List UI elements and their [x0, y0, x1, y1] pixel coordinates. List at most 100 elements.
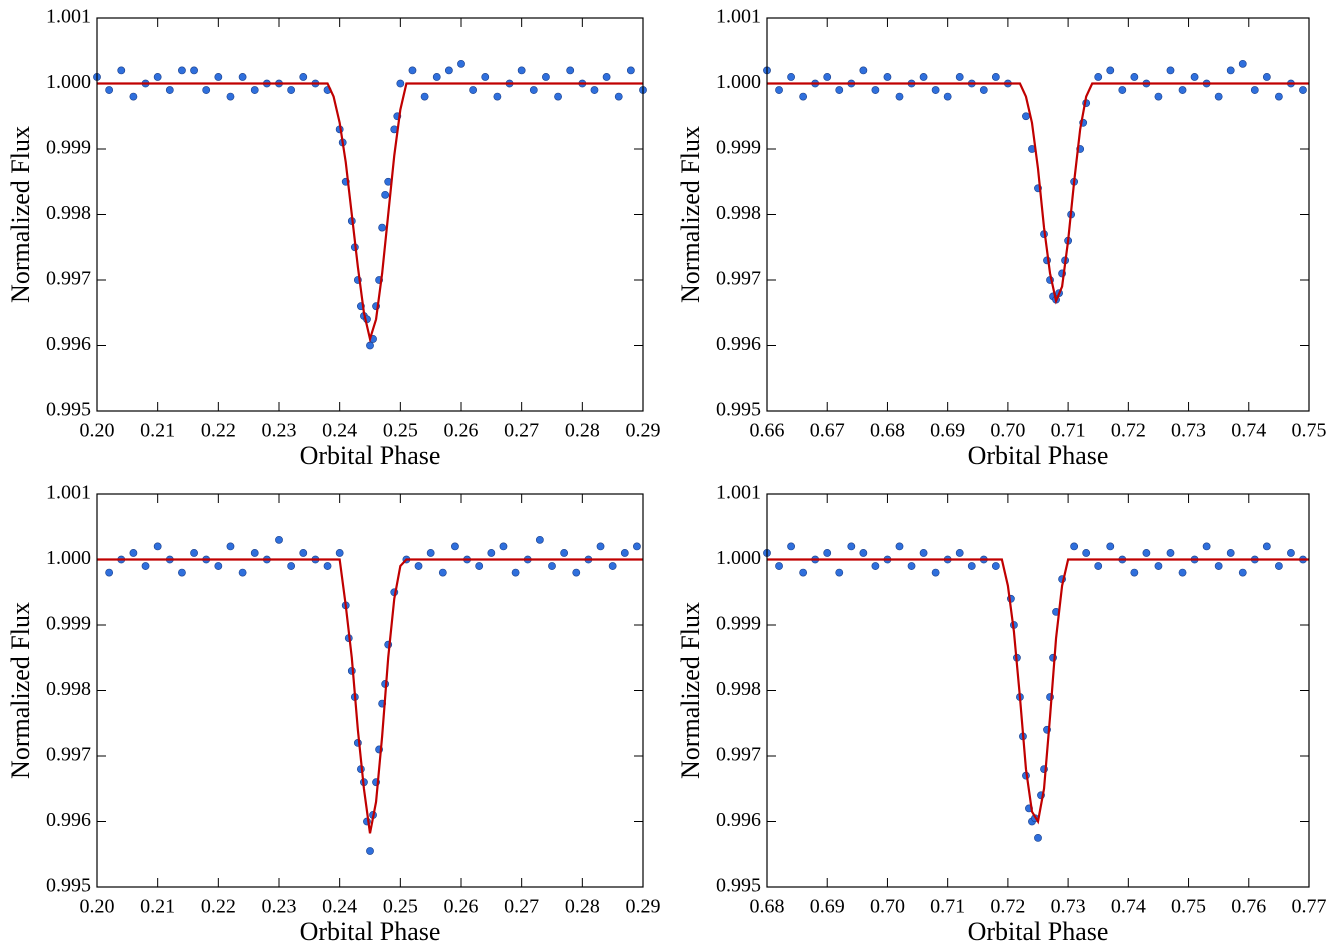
data-point: [250, 86, 259, 94]
x-tick-label: 0.27: [504, 420, 539, 442]
data-point: [129, 549, 138, 557]
model-line: [767, 558, 1309, 825]
y-axis-label: Normalized Flux: [6, 126, 35, 303]
data-point: [871, 86, 880, 94]
x-tick-label: 0.24: [322, 896, 357, 918]
data-point: [1226, 549, 1235, 557]
data-point: [335, 549, 344, 557]
data-point: [287, 562, 296, 570]
x-axis-label: Orbital Phase: [300, 917, 441, 944]
data-point: [117, 66, 126, 75]
x-tick-label: 0.77: [1292, 896, 1327, 918]
data-point: [378, 223, 387, 232]
y-tick-label: 1.000: [716, 547, 761, 569]
x-tick-label: 0.25: [383, 420, 418, 442]
data-point: [943, 92, 952, 101]
data-point: [420, 92, 429, 101]
data-point: [799, 92, 808, 101]
y-tick-label: 0.998: [46, 202, 91, 224]
data-point: [153, 73, 162, 81]
y-tick-label: 0.997: [716, 744, 761, 766]
data-point: [457, 59, 465, 68]
data-point: [214, 562, 223, 570]
x-tick-label: 0.76: [1231, 896, 1266, 918]
data-point: [1130, 568, 1139, 577]
data-point: [250, 549, 259, 557]
data-point: [529, 86, 538, 94]
data-point: [1226, 66, 1235, 75]
x-tick-label: 0.29: [626, 896, 661, 918]
y-tick-label: 0.995: [716, 875, 761, 897]
x-tick-label: 0.24: [322, 420, 357, 442]
y-tick-label: 0.996: [46, 333, 91, 355]
data-point: [469, 86, 478, 94]
data-point: [608, 562, 617, 570]
data-point: [1262, 73, 1271, 81]
data-point: [287, 86, 296, 94]
model-line: [97, 558, 643, 834]
data-point: [1214, 92, 1223, 101]
x-tick-label: 0.74: [1111, 896, 1146, 918]
x-tick-label: 0.26: [444, 896, 479, 918]
plot-frame: [766, 17, 1310, 412]
data-point: [475, 562, 484, 570]
data-point: [871, 562, 880, 570]
data-point: [438, 568, 447, 577]
panel: 0.995 0.996 0.997 0.998 0.999 1.000 1.001 0.20 0…: [6, 6, 661, 470]
data-point: [238, 568, 247, 577]
data-point: [883, 73, 892, 81]
x-axis-label: Orbital Phase: [968, 917, 1109, 944]
panel: 0.995 0.996 0.997 0.998 0.999 1.000 1.001 0.68 0…: [676, 482, 1327, 944]
data-point: [366, 847, 374, 855]
x-tick-label: 0.71: [1051, 420, 1086, 442]
x-tick-label: 0.22: [201, 896, 236, 918]
x-tick-label: 0.75: [1171, 896, 1206, 918]
x-tick-label: 0.28: [565, 420, 600, 442]
y-axis-label: Normalized Flux: [676, 126, 705, 303]
data-point: [835, 568, 844, 577]
data-point: [238, 73, 247, 81]
x-tick-label: 0.21: [140, 420, 175, 442]
data-point: [190, 549, 198, 557]
data-point: [1154, 562, 1163, 570]
x-tick-label: 0.20: [80, 896, 115, 918]
data-point: [955, 73, 964, 81]
y-tick-label: 0.995: [716, 399, 761, 421]
data-point: [566, 66, 575, 75]
y-tick-label: 0.999: [716, 137, 761, 159]
data-point: [129, 92, 138, 101]
data-point: [426, 549, 435, 557]
data-point: [775, 86, 783, 94]
data-point: [517, 66, 526, 75]
y-tick-label: 1.001: [716, 6, 761, 28]
data-point: [1238, 59, 1247, 68]
y-tick-label: 0.999: [716, 613, 761, 635]
data-point: [214, 73, 223, 81]
y-tick-label: 0.996: [46, 809, 91, 831]
data-point: [165, 86, 174, 94]
data-point: [895, 542, 904, 551]
x-tick-label: 0.75: [1292, 420, 1327, 442]
data-point: [396, 79, 405, 88]
data-point: [614, 92, 623, 101]
data-point: [535, 535, 544, 544]
data-point: [1082, 549, 1091, 557]
data-point: [1022, 112, 1030, 121]
x-tick-label: 0.67: [810, 420, 845, 442]
data-point: [1166, 66, 1175, 75]
data-point: [1299, 86, 1307, 94]
x-tick-label: 0.73: [1051, 896, 1086, 918]
data-point: [105, 568, 114, 577]
data-point: [1178, 568, 1187, 577]
data-point: [1274, 92, 1283, 101]
panel: 0.995 0.996 0.997 0.998 0.999 1.000 1.001 0.66 0…: [676, 6, 1327, 470]
data-point: [787, 542, 795, 551]
data-point: [1214, 562, 1223, 570]
data-point: [572, 568, 581, 577]
y-tick-label: 1.000: [716, 71, 761, 93]
data-point: [1034, 833, 1042, 842]
data-point: [1070, 542, 1079, 551]
data-point: [919, 549, 928, 557]
data-point: [499, 542, 508, 551]
